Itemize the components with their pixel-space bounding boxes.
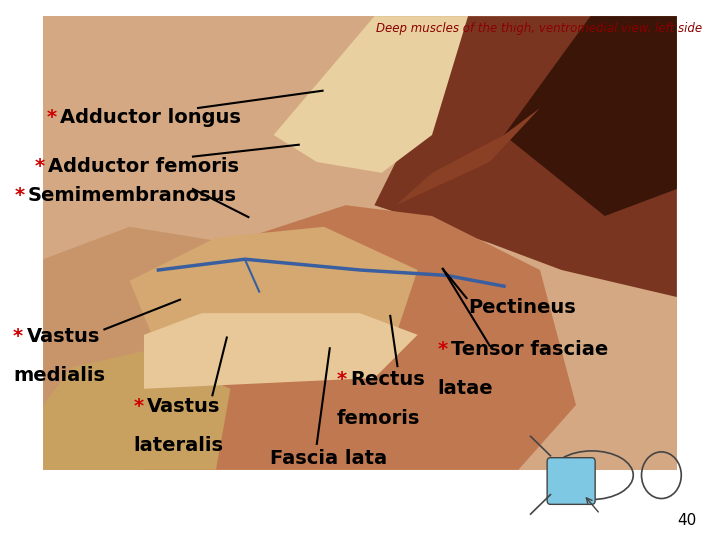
- Text: Vastus: Vastus: [27, 327, 100, 346]
- Text: *: *: [337, 370, 347, 389]
- Text: lateralis: lateralis: [133, 436, 223, 455]
- Text: medialis: medialis: [13, 366, 105, 384]
- Text: femoris: femoris: [337, 409, 420, 428]
- Text: *: *: [35, 157, 45, 176]
- Text: *: *: [13, 327, 23, 346]
- Polygon shape: [374, 16, 677, 297]
- Text: Fascia lata: Fascia lata: [270, 449, 387, 468]
- Text: *: *: [133, 397, 143, 416]
- Text: Adductor longus: Adductor longus: [60, 108, 241, 127]
- Polygon shape: [43, 351, 230, 470]
- Text: latae: latae: [438, 379, 493, 398]
- Text: Semimembranosus: Semimembranosus: [28, 186, 237, 205]
- Text: Rectus: Rectus: [351, 370, 426, 389]
- Polygon shape: [504, 16, 677, 216]
- PathPatch shape: [43, 16, 677, 470]
- Polygon shape: [43, 227, 252, 405]
- Text: Adductor femoris: Adductor femoris: [48, 157, 239, 176]
- Polygon shape: [144, 313, 418, 389]
- Text: Tensor fasciae: Tensor fasciae: [451, 340, 608, 359]
- Text: 40: 40: [678, 513, 697, 528]
- Polygon shape: [86, 205, 576, 470]
- Polygon shape: [274, 16, 468, 173]
- Text: *: *: [438, 340, 448, 359]
- Text: Pectineus: Pectineus: [468, 298, 576, 317]
- Polygon shape: [130, 227, 418, 351]
- Text: Vastus: Vastus: [147, 397, 220, 416]
- Text: *: *: [14, 186, 24, 205]
- Text: *: *: [47, 108, 57, 127]
- FancyBboxPatch shape: [547, 458, 595, 504]
- Text: Deep muscles of the thigh, ventromedial view, left side: Deep muscles of the thigh, ventromedial …: [376, 22, 702, 35]
- Polygon shape: [396, 108, 540, 205]
